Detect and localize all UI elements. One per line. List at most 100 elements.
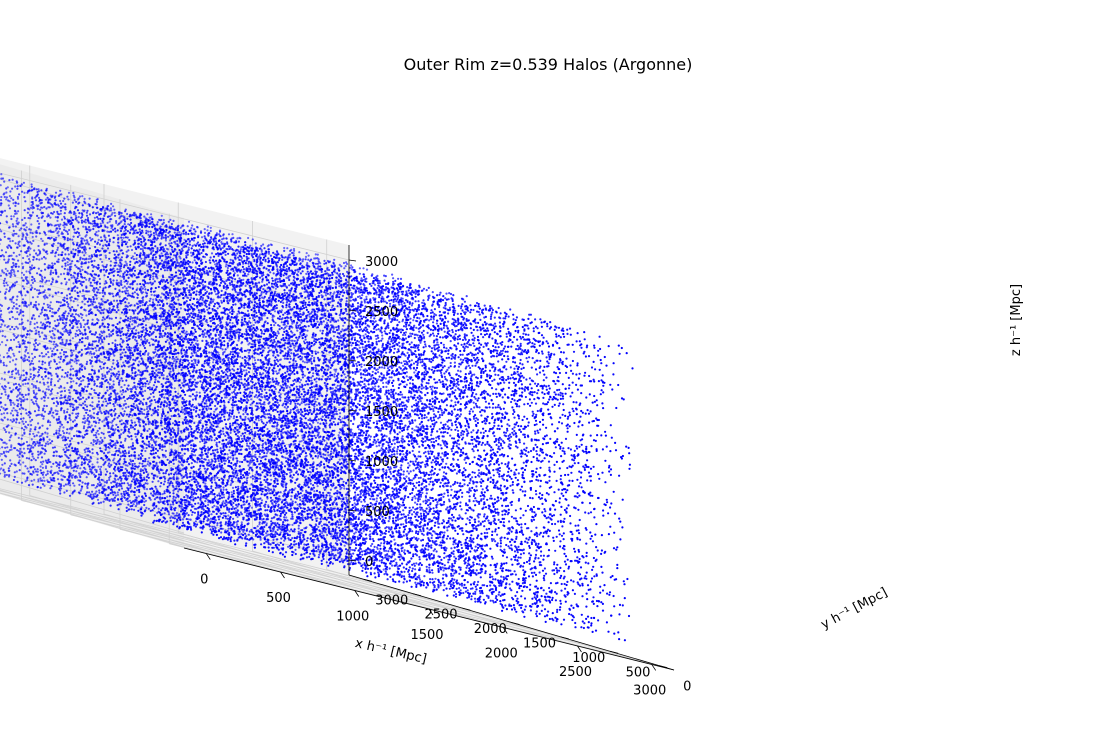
halo-point xyxy=(169,343,171,345)
halo-point xyxy=(477,322,479,324)
halo-point xyxy=(491,534,493,536)
halo-point xyxy=(232,424,234,426)
halo-point xyxy=(429,502,431,504)
halo-point xyxy=(193,406,195,408)
halo-point xyxy=(81,251,83,253)
halo-point xyxy=(274,322,276,324)
halo-point xyxy=(58,432,60,434)
halo-point xyxy=(78,472,80,474)
halo-point xyxy=(475,476,477,478)
halo-point xyxy=(126,287,128,289)
halo-point xyxy=(63,432,65,434)
halo-point xyxy=(145,423,147,425)
halo-point xyxy=(170,504,172,506)
halo-point xyxy=(29,254,31,256)
halo-point xyxy=(530,554,532,556)
halo-point xyxy=(500,540,502,542)
halo-point xyxy=(563,553,565,555)
halo-point xyxy=(532,603,534,605)
halo-point xyxy=(276,538,278,540)
halo-point xyxy=(564,561,566,563)
halo-point xyxy=(385,382,387,384)
halo-point xyxy=(390,560,392,562)
halo-point xyxy=(612,373,614,375)
halo-point xyxy=(266,509,268,511)
halo-point xyxy=(250,398,252,400)
halo-point xyxy=(420,513,422,515)
halo-point xyxy=(534,433,536,435)
halo-point xyxy=(104,239,106,241)
halo-point xyxy=(310,483,312,485)
halo-point xyxy=(601,402,603,404)
halo-point xyxy=(504,537,506,539)
halo-point xyxy=(359,337,361,339)
halo-point xyxy=(51,308,53,310)
halo-point xyxy=(533,456,535,458)
halo-point xyxy=(485,465,487,467)
halo-point xyxy=(169,418,171,420)
halo-point xyxy=(283,289,285,291)
halo-point xyxy=(496,444,498,446)
halo-point xyxy=(154,514,156,516)
halo-point xyxy=(413,371,415,373)
halo-point xyxy=(117,344,119,346)
halo-point xyxy=(329,371,331,373)
halo-point xyxy=(210,390,212,392)
halo-point xyxy=(76,287,78,289)
halo-point xyxy=(192,473,194,475)
halo-point xyxy=(146,447,148,449)
halo-point xyxy=(480,533,482,535)
halo-point xyxy=(46,436,48,438)
halo-point xyxy=(81,441,83,443)
halo-point xyxy=(153,241,155,243)
halo-point xyxy=(17,260,19,262)
halo-point xyxy=(382,292,384,294)
halo-point xyxy=(290,345,292,347)
halo-point xyxy=(12,225,14,227)
halo-point xyxy=(393,296,395,298)
halo-point xyxy=(132,359,134,361)
halo-point xyxy=(297,473,299,475)
halo-point xyxy=(362,470,364,472)
halo-point xyxy=(10,402,12,404)
halo-point xyxy=(167,486,169,488)
halo-point xyxy=(325,497,327,499)
halo-point xyxy=(134,494,136,496)
halo-point xyxy=(539,492,541,494)
halo-point xyxy=(268,550,270,552)
halo-point xyxy=(359,400,361,402)
halo-point xyxy=(573,401,575,403)
halo-point xyxy=(590,538,592,540)
halo-point xyxy=(403,381,405,383)
halo-point xyxy=(132,460,134,462)
halo-point xyxy=(559,567,561,569)
halo-point xyxy=(142,385,144,387)
halo-point xyxy=(450,573,452,575)
halo-point xyxy=(339,459,341,461)
halo-point xyxy=(207,226,209,228)
halo-point xyxy=(508,387,510,389)
halo-point xyxy=(34,468,36,470)
halo-point xyxy=(503,382,505,384)
halo-point xyxy=(49,326,51,328)
halo-point xyxy=(507,351,509,353)
halo-point xyxy=(585,396,587,398)
halo-point xyxy=(556,389,558,391)
halo-point xyxy=(31,438,33,440)
halo-point xyxy=(63,485,65,487)
halo-point xyxy=(441,547,443,549)
halo-point xyxy=(295,360,297,362)
halo-point xyxy=(308,556,310,558)
halo-point xyxy=(10,215,12,217)
halo-point xyxy=(245,275,247,277)
halo-point xyxy=(316,520,318,522)
halo-point xyxy=(465,591,467,593)
halo-point xyxy=(443,372,445,374)
halo-point xyxy=(295,337,297,339)
halo-point xyxy=(228,449,230,451)
halo-point xyxy=(484,422,486,424)
halo-point xyxy=(211,439,213,441)
halo-point xyxy=(560,336,562,338)
halo-point xyxy=(1,377,3,379)
halo-point xyxy=(123,463,125,465)
